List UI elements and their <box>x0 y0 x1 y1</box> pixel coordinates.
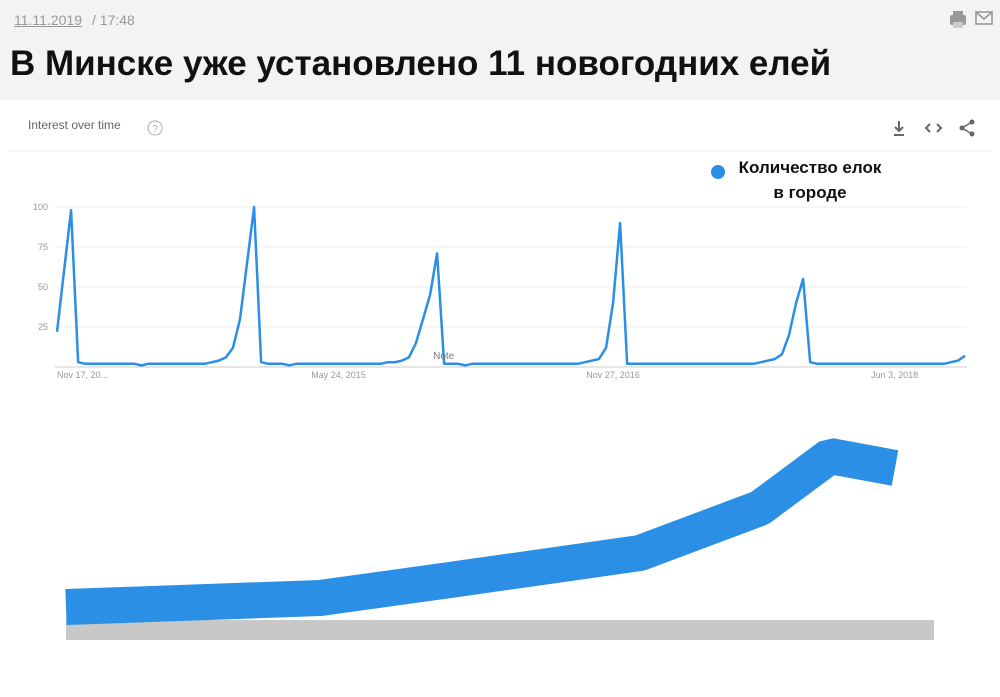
y-tick-label: 25 <box>38 322 48 332</box>
y-tick-label: 50 <box>38 282 48 292</box>
x-tick-label: Nov 17, 20... <box>57 370 108 380</box>
mail-icon[interactable] <box>975 11 993 25</box>
share-icon[interactable] <box>959 119 975 137</box>
x-tick-label: May 24, 2015 <box>311 370 366 380</box>
series-line <box>55 205 966 367</box>
zoom-illustration <box>65 438 934 640</box>
x-tick-label: Jun 3, 2018 <box>871 370 918 380</box>
header: 11.11.2019 / 17:48 В Минске уже установл… <box>0 0 1000 100</box>
y-tick-label: 100 <box>33 202 48 212</box>
y-tick-label: 75 <box>38 242 48 252</box>
chart-card <box>8 104 992 386</box>
legend-label: Количество елок в городе <box>738 158 882 202</box>
time: / 17:48 <box>92 12 135 28</box>
article-title: В Минске уже установлено 11 новогодних е… <box>10 44 832 83</box>
help-icon[interactable] <box>147 120 163 136</box>
download-icon[interactable] <box>894 121 904 136</box>
annotation: Note <box>433 351 455 362</box>
legend-marker <box>711 165 725 179</box>
chart-title: Interest over time <box>28 118 121 132</box>
legend: Количество елок в городе <box>735 155 885 205</box>
print-icon[interactable] <box>950 11 966 28</box>
embed-icon[interactable] <box>924 123 943 133</box>
help-icon-text: ? <box>152 124 158 135</box>
date[interactable]: 11.11.2019 <box>14 12 82 28</box>
x-tick-label: Nov 27, 2016 <box>586 370 640 380</box>
